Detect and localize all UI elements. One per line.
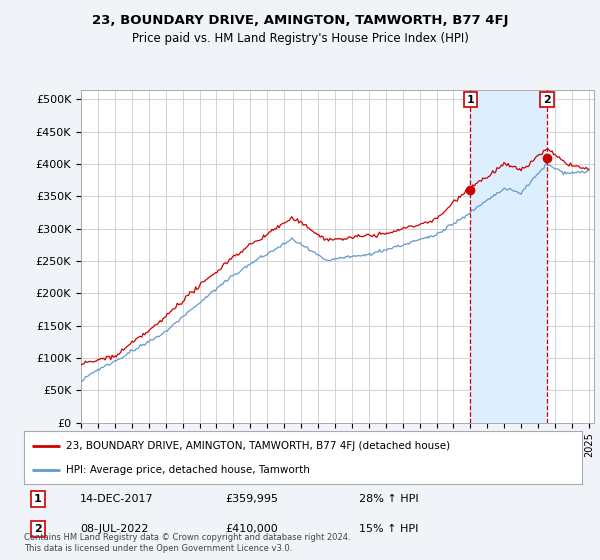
Text: 2: 2 [543,95,551,105]
Text: Price paid vs. HM Land Registry's House Price Index (HPI): Price paid vs. HM Land Registry's House … [131,32,469,45]
Text: 23, BOUNDARY DRIVE, AMINGTON, TAMWORTH, B77 4FJ: 23, BOUNDARY DRIVE, AMINGTON, TAMWORTH, … [92,14,508,27]
Text: 08-JUL-2022: 08-JUL-2022 [80,524,148,534]
Text: 14-DEC-2017: 14-DEC-2017 [80,494,154,504]
Text: 15% ↑ HPI: 15% ↑ HPI [359,524,418,534]
Text: £359,995: £359,995 [225,494,278,504]
Text: HPI: Average price, detached house, Tamworth: HPI: Average price, detached house, Tamw… [66,465,310,475]
Text: 1: 1 [467,95,474,105]
Text: 1: 1 [34,494,42,504]
Text: 23, BOUNDARY DRIVE, AMINGTON, TAMWORTH, B77 4FJ (detached house): 23, BOUNDARY DRIVE, AMINGTON, TAMWORTH, … [66,441,450,451]
Bar [470,90,547,423]
Text: Contains HM Land Registry data © Crown copyright and database right 2024.
This d: Contains HM Land Registry data © Crown c… [24,533,350,553]
Text: 2: 2 [34,524,42,534]
Text: £410,000: £410,000 [225,524,278,534]
Text: 28% ↑ HPI: 28% ↑ HPI [359,494,418,504]
